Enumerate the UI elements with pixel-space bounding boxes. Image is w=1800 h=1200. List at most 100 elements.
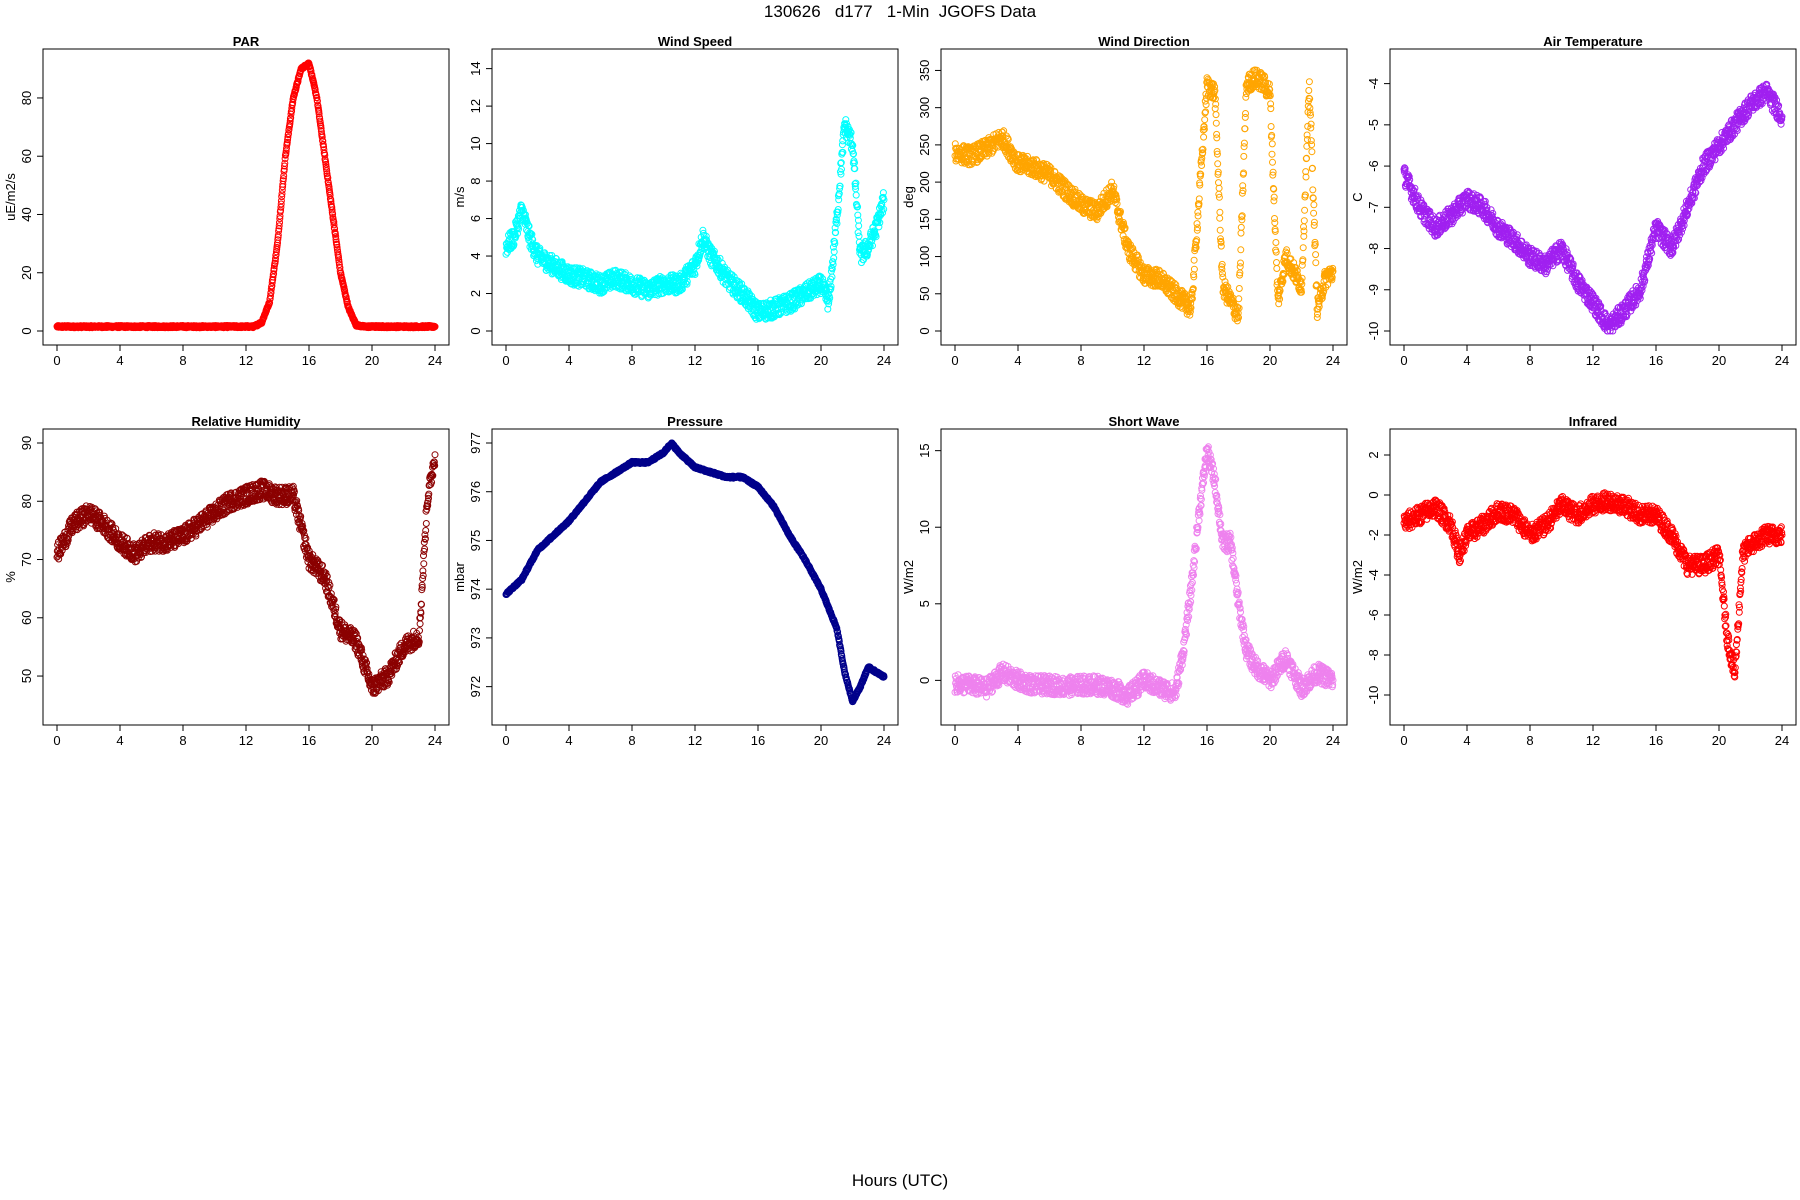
y-tick-label: 20 (19, 266, 34, 280)
data-point (1119, 232, 1127, 240)
data-point (828, 273, 836, 281)
y-axis-label: m/s (452, 186, 467, 207)
x-tick-label: 16 (302, 353, 316, 368)
data-point (1273, 259, 1280, 266)
y-axis-label: deg (901, 186, 916, 208)
data-point (318, 133, 326, 141)
data-point (854, 211, 862, 219)
data-point (849, 141, 857, 149)
data-point (278, 190, 286, 198)
y-tick-label: 8 (468, 177, 483, 184)
data-point (322, 158, 330, 166)
data-point (833, 220, 841, 227)
data-point (332, 236, 340, 243)
y-tick-label: 6 (468, 215, 483, 222)
data-point (285, 130, 292, 137)
data-point (829, 258, 837, 266)
data-point (1242, 110, 1249, 117)
data-point (272, 255, 279, 262)
data-point (1310, 201, 1318, 209)
data-point (1268, 140, 1276, 148)
data-point (1216, 208, 1224, 216)
y-tick-label: 4 (468, 252, 483, 259)
data-point (831, 240, 839, 248)
data-point (601, 285, 609, 293)
data-point (838, 141, 846, 149)
data-point (834, 206, 842, 213)
data-point (1268, 150, 1276, 158)
data-point (824, 305, 832, 313)
data-point (1303, 136, 1311, 143)
data-point (1216, 214, 1224, 222)
data-point (333, 241, 341, 249)
data-point (838, 165, 845, 173)
x-tick-label: 4 (1463, 353, 1470, 368)
data-point (854, 203, 862, 211)
y-tick-label: 40 (19, 207, 34, 221)
page-title: 130626 d177 1-Min JGOFS Data (763, 2, 1037, 21)
data-point (830, 254, 838, 262)
data-point (696, 252, 704, 260)
data-points (502, 116, 888, 323)
x-tick-label: 8 (1526, 353, 1533, 368)
data-point (1240, 139, 1248, 147)
data-point (1305, 87, 1313, 94)
data-point (323, 167, 331, 175)
x-tick-label: 0 (502, 353, 509, 368)
data-point (1269, 158, 1276, 166)
data-point (270, 270, 278, 278)
data-point (510, 241, 518, 249)
data-point (730, 273, 738, 281)
data-points (1400, 80, 1786, 335)
data-point (851, 165, 859, 173)
data-point (683, 280, 691, 288)
data-point (776, 311, 783, 319)
data-point (1240, 152, 1248, 160)
data-point (1241, 125, 1249, 133)
x-tick-label: 12 (1137, 353, 1151, 368)
data-point (267, 285, 275, 293)
y-tick-label: 150 (917, 208, 932, 230)
plot-frame (42, 48, 450, 346)
data-point (827, 285, 835, 293)
y-tick-label: -5 (1366, 119, 1381, 131)
data-point (1301, 206, 1309, 214)
data-point (695, 256, 703, 264)
y-tick-label: -8 (1366, 243, 1381, 255)
data-point (839, 148, 847, 156)
data-point (267, 292, 274, 300)
data-point (828, 265, 836, 273)
x-tick-label: 8 (628, 353, 635, 368)
data-point (515, 225, 523, 233)
data-point (817, 273, 825, 281)
data-point (795, 285, 803, 293)
data-point (702, 232, 710, 240)
x-tick-label: 0 (951, 353, 958, 368)
x-tick-label: 8 (1077, 353, 1084, 368)
data-point (1213, 134, 1221, 142)
data-point (272, 251, 280, 259)
data-point (1200, 133, 1208, 141)
data-point (276, 215, 284, 223)
data-point (830, 248, 838, 256)
data-point (855, 222, 863, 230)
y-tick-label: 0 (468, 327, 483, 334)
x-tick-label: 20 (1712, 353, 1726, 368)
x-tick-label: 24 (1326, 353, 1340, 368)
x-tick-label: 16 (1200, 353, 1214, 368)
x-tick-label: 20 (814, 353, 828, 368)
data-point (1201, 116, 1209, 124)
data-point (1194, 212, 1202, 220)
y-tick-label: 80 (19, 91, 34, 105)
data-point (1272, 239, 1280, 246)
data-point (519, 206, 527, 214)
data-point (1235, 285, 1243, 292)
x-tick-label: 24 (877, 353, 891, 368)
data-point (847, 129, 855, 137)
data-point (851, 180, 859, 188)
data-point (274, 236, 282, 244)
data-point (1309, 186, 1317, 194)
data-point (1190, 256, 1198, 264)
